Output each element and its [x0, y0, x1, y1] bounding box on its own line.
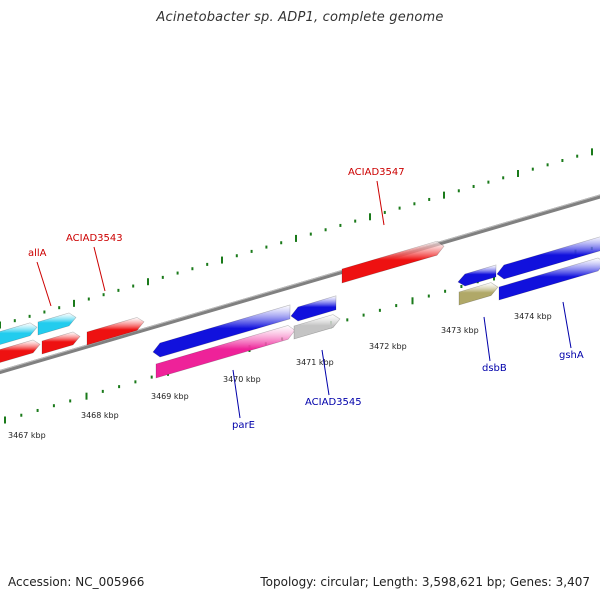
gene-label-aciad3543-text: ACIAD3543: [66, 233, 123, 244]
gene-label-allA-text: allA: [28, 248, 47, 259]
gene-label-aciad3547-text: ACIAD3547: [348, 167, 405, 178]
backbone-highlight: [0, 194, 600, 372]
gene-label-parE-text: parE: [232, 420, 255, 431]
gene-red-3[interactable]: [86, 317, 145, 346]
gene-label-allA-leader: [36, 261, 52, 307]
upper-scale-ticks: [0, 148, 593, 329]
gene-label-gshA-leader: [562, 301, 572, 349]
gene-cyan-1[interactable]: [0, 322, 38, 346]
gene-blue-4[interactable]: [496, 235, 600, 280]
gene-label-parE-leader: [232, 369, 241, 419]
gene-label-aciad3547[interactable]: ACIAD3547: [348, 167, 405, 226]
tick-label-3: 3470 kbp: [223, 375, 261, 384]
gene-label-aciad3543-leader: [93, 246, 106, 292]
gene-label-allA[interactable]: allA: [28, 248, 52, 307]
gene-label-dsbB-text: dsbB: [482, 363, 507, 374]
gene-blue-gshA[interactable]: [498, 257, 600, 301]
tick-label-1: 3468 kbp: [81, 411, 119, 420]
gene-label-gshA[interactable]: gshA: [559, 301, 584, 361]
gene-red-2[interactable]: [41, 331, 81, 355]
genome-backbone: [0, 194, 600, 375]
gene-red-1[interactable]: [0, 339, 41, 364]
tick-label-6: 3473 kbp: [441, 326, 479, 335]
tick-label-5: 3472 kbp: [369, 342, 407, 351]
gene-red-acaid3547[interactable]: [341, 240, 445, 284]
tick-label-2: 3469 kbp: [151, 392, 189, 401]
gene-blue-1[interactable]: [152, 304, 291, 358]
tick-label-0: 3467 kbp: [8, 431, 46, 440]
gene-cyan-2[interactable]: [37, 312, 77, 336]
backbone-line: [0, 194, 600, 375]
gene-blue-3[interactable]: [457, 264, 497, 287]
gene-label-dsbB[interactable]: dsbB: [482, 316, 507, 374]
tick-label-4: 3471 kbp: [296, 358, 334, 367]
gene-magenta-parE[interactable]: [155, 325, 296, 379]
topology-text: Topology: circular; Length: 3,598,621 bp…: [260, 575, 590, 589]
accession-text: Accession: NC_005966: [8, 575, 145, 589]
genome-title: Acinetobacter sp. ADP1, complete genome: [156, 10, 444, 25]
gene-gray-acaid3545[interactable]: [293, 314, 341, 340]
gene-label-dsbB-leader: [483, 316, 491, 362]
gene-label-gshA-text: gshA: [559, 350, 584, 361]
gene-label-aciad3543[interactable]: ACIAD3543: [66, 233, 123, 292]
gene-blue-2[interactable]: [290, 295, 337, 322]
gene-label-aciad3547-leader: [376, 180, 385, 226]
tick-label-7: 3474 kbp: [514, 312, 552, 321]
gene-label-aciad3545-text: ACIAD3545: [305, 397, 362, 408]
gene-label-aciad3545-leader: [321, 349, 330, 396]
gene-label-parE[interactable]: parE: [232, 369, 255, 431]
gene-label-aciad3545[interactable]: ACIAD3545: [305, 349, 362, 408]
gene-olive-dsbB[interactable]: [458, 282, 499, 306]
